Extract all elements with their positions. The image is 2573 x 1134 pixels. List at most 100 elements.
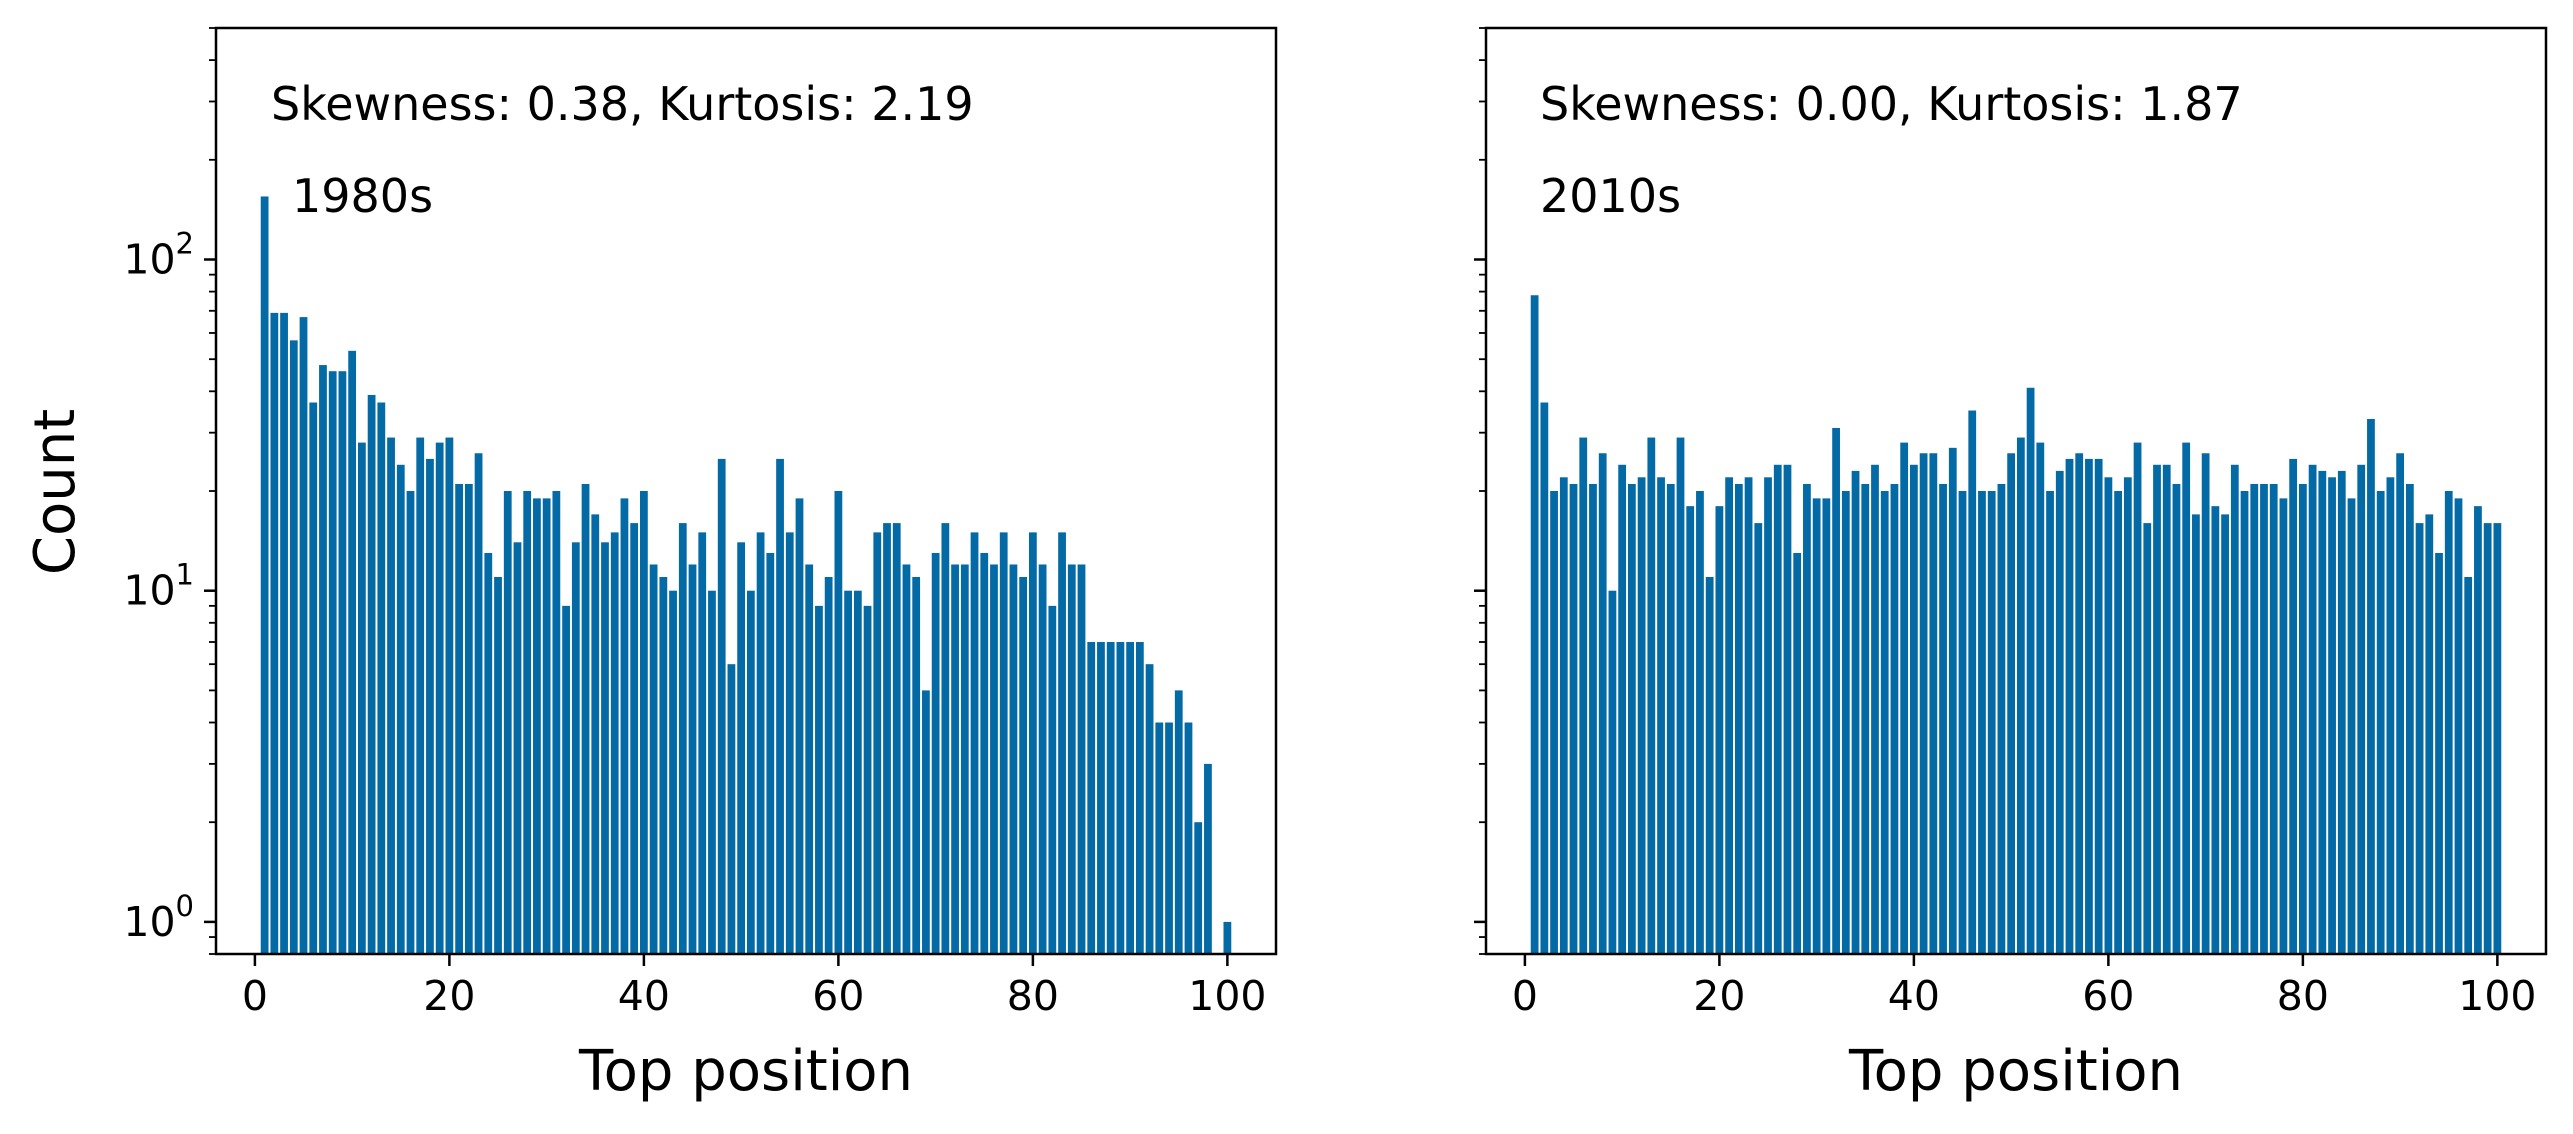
bar [1919, 453, 1928, 954]
x-tick-label: 80 [1007, 972, 1059, 1020]
bar [2425, 514, 2434, 954]
bar [902, 564, 911, 954]
bar [396, 464, 405, 954]
bar [2172, 483, 2181, 954]
bar [999, 532, 1008, 954]
bar [2162, 464, 2171, 954]
bar [2269, 483, 2278, 954]
bar-group [260, 196, 1232, 955]
bar [756, 532, 765, 954]
bar [1019, 576, 1028, 954]
x-ticks: 0 20 40 60 80 100 [1512, 954, 2537, 1020]
bar [2367, 418, 2375, 955]
bar [805, 564, 814, 954]
plot-frame [1484, 26, 2548, 956]
bar [1530, 295, 1539, 954]
bar [1939, 483, 1947, 954]
bar [2493, 523, 2502, 954]
bar [922, 690, 930, 954]
bar [387, 437, 395, 954]
x-tick-label: 0 [1512, 972, 1538, 1020]
bar [980, 552, 989, 954]
bar [844, 590, 852, 954]
bar [416, 437, 425, 954]
bar [1223, 921, 1232, 954]
bar [766, 552, 775, 954]
bar [2221, 514, 2229, 954]
bar [727, 664, 736, 954]
bar [2182, 442, 2191, 954]
x-tick-label: 40 [618, 972, 670, 1020]
bar [649, 564, 658, 954]
bar [824, 576, 833, 954]
bar [2046, 491, 2054, 954]
bar [1627, 483, 1636, 954]
bar [270, 312, 279, 954]
bar [357, 442, 366, 954]
bar [1028, 532, 1037, 954]
bar [2318, 470, 2327, 954]
bar [552, 491, 561, 954]
bar [717, 458, 726, 954]
bar [873, 532, 882, 954]
bar [1773, 464, 1782, 954]
bar [1715, 506, 1724, 954]
bar [776, 458, 784, 954]
bar [2065, 458, 2074, 954]
bar [1968, 410, 1977, 954]
bar [931, 552, 940, 954]
bar [1987, 491, 1996, 954]
bar [2444, 491, 2453, 954]
bar [883, 523, 891, 954]
bar [815, 605, 823, 954]
bar [970, 532, 979, 954]
bar [785, 532, 794, 954]
bar [698, 532, 707, 954]
y-tick-label: 101 [123, 558, 194, 615]
bar [2279, 498, 2288, 954]
bar [1569, 483, 1578, 954]
bar [542, 498, 551, 954]
bar [2250, 483, 2259, 954]
bar [1676, 437, 1685, 954]
x-tick-label: 60 [812, 972, 864, 1020]
bar [990, 564, 998, 954]
bar [328, 371, 337, 954]
bar [1559, 477, 1568, 954]
y-axis-label: Count [23, 409, 88, 575]
bar [1618, 464, 1627, 954]
bar [2308, 464, 2317, 954]
bar [1174, 690, 1183, 954]
bar [1783, 464, 1792, 954]
bar [892, 523, 901, 954]
bar [1647, 437, 1656, 954]
bar [435, 442, 444, 954]
bar [1048, 605, 1057, 954]
bar [1579, 437, 1588, 954]
x-tick-label: 100 [2458, 972, 2536, 1020]
bar [1929, 453, 1938, 954]
bar [960, 564, 969, 954]
bar [513, 542, 522, 954]
panel-2010s: 0 20 40 60 80 100 Skewness: 0.00, Kurtosis: 1… [1474, 26, 2548, 1104]
bar [746, 590, 755, 954]
bar [1598, 453, 1607, 954]
bar [2230, 464, 2239, 954]
bar [406, 491, 415, 954]
bar [367, 394, 376, 954]
bar [2328, 477, 2336, 954]
bar [1087, 642, 1096, 954]
bar [2347, 498, 2356, 954]
stats-annotation: Skewness: 0.38, Kurtosis: 2.19 [271, 77, 974, 131]
bar [1204, 763, 1212, 954]
bar [951, 564, 959, 954]
bar [2211, 506, 2220, 954]
bar [1871, 464, 1879, 954]
bar [601, 542, 609, 954]
bar [2153, 464, 2161, 954]
bar [2483, 523, 2492, 954]
bar [571, 542, 580, 954]
bar [289, 340, 298, 955]
bar [1910, 464, 1918, 954]
